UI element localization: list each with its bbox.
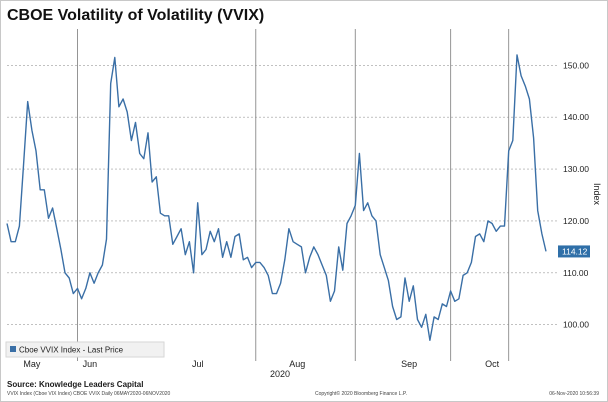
x-tick-label: Oct bbox=[485, 359, 500, 369]
footer-series-info: VVIX Index (Cboe VIX Index) CBOE VVIX Da… bbox=[7, 391, 171, 397]
last-value-box bbox=[558, 245, 590, 258]
legend-swatch bbox=[10, 346, 16, 352]
last-value-marker: 114.12 bbox=[558, 245, 590, 258]
y-tick-label: 100.00 bbox=[563, 320, 589, 330]
footer-timestamp: 06-Nov-2020 10:56:39 bbox=[549, 391, 599, 397]
last-value-label: 114.12 bbox=[562, 246, 588, 256]
x-tick-labels: May Jun Jul Aug Sep Oct bbox=[23, 359, 499, 369]
x-tick-label: Jun bbox=[83, 359, 98, 369]
y-tick-label: 150.00 bbox=[563, 60, 589, 70]
x-tick-label: Aug bbox=[289, 359, 305, 369]
y-tick-labels: 100.00 110.00 120.00 130.00 140.00 150.00 bbox=[563, 60, 589, 329]
y-tick-label: 140.00 bbox=[563, 112, 589, 122]
source-note: Source: Knowledge Leaders Capital bbox=[7, 380, 144, 389]
x-axis-label: 2020 bbox=[270, 369, 290, 379]
legend: Cboe VVIX Index - Last Price bbox=[5, 341, 165, 358]
x-tick-label: Sep bbox=[401, 359, 417, 369]
series-line bbox=[6, 54, 547, 341]
chart-title: CBOE Volatility of Volatility (VVIX) bbox=[7, 7, 265, 24]
y-tick-label: 130.00 bbox=[563, 164, 589, 174]
footer-copyright: Copyright© 2020 Bloomberg Finance L.P. bbox=[315, 391, 407, 397]
y-tick-label: 120.00 bbox=[563, 216, 589, 226]
x-tick-label: Jul bbox=[192, 359, 204, 369]
legend-series-name: Cboe VVIX Index - Last Price bbox=[19, 346, 124, 355]
grid-layer bbox=[7, 29, 557, 361]
y-axis-label: Index bbox=[592, 183, 602, 206]
y-tick-label: 110.00 bbox=[563, 268, 589, 278]
x-tick-label: May bbox=[23, 359, 41, 369]
